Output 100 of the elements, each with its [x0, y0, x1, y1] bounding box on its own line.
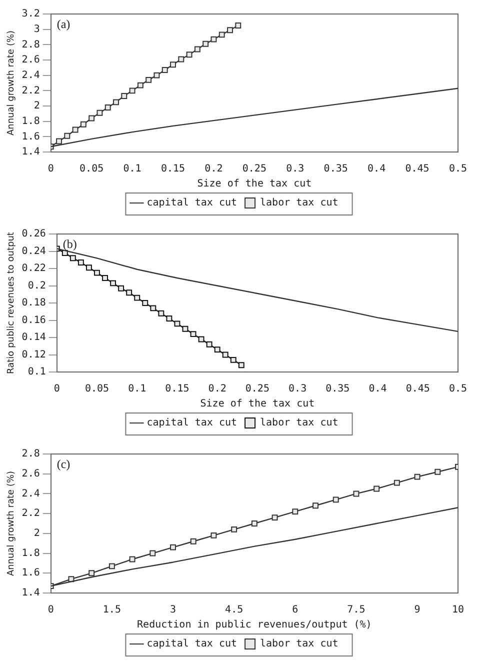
point — [154, 72, 160, 78]
y-tick-label: 2.4 — [22, 70, 40, 81]
legend-label: labor tax cut — [260, 198, 338, 209]
point — [251, 520, 258, 526]
point — [214, 346, 220, 353]
x-axis-title: Size of the tax cut — [200, 398, 315, 410]
point — [129, 556, 136, 562]
point — [186, 52, 192, 58]
point — [170, 62, 176, 68]
legend-label: capital tax cut — [146, 638, 238, 650]
y-tick-label: 1.4 — [22, 588, 40, 599]
point — [162, 66, 168, 73]
x-tick-label: 0.2 — [204, 164, 223, 175]
legend-label: capital tax cut — [146, 418, 238, 429]
point — [166, 316, 172, 322]
x-tick-label: 0.4 — [368, 384, 387, 395]
x-tick-label: 0.05 — [80, 164, 104, 175]
y-tick-label: 2.2 — [22, 85, 40, 96]
point — [134, 294, 140, 301]
x-tick-label: 0.05 — [84, 384, 110, 395]
point — [190, 538, 196, 544]
point — [113, 99, 119, 106]
x-tick-label: 9 — [414, 604, 420, 616]
point — [210, 36, 217, 42]
x-tick-label: 0.25 — [245, 384, 270, 395]
y-tick-label: 3 — [34, 24, 40, 35]
point — [235, 22, 242, 28]
legend-label: labor tax cut — [260, 638, 338, 650]
x-tick-label: 0 — [48, 164, 54, 175]
point — [198, 336, 204, 342]
point — [158, 310, 164, 316]
y-tick-label: 1.8 — [22, 548, 40, 559]
point — [104, 104, 111, 111]
point — [394, 480, 400, 486]
x-tick-label: 0.1 — [128, 384, 146, 395]
point — [64, 132, 70, 139]
y-tick-label: 2.8 — [22, 39, 40, 50]
x-tick-label: 4.5 — [225, 604, 244, 616]
y-tick-label: 2.6 — [22, 54, 40, 66]
legend-label: labor tax cut — [260, 418, 338, 429]
x-tick-label: 3 — [170, 604, 176, 616]
point — [272, 514, 278, 521]
y-tick-label: 1.6 — [22, 131, 40, 142]
point — [150, 550, 156, 556]
y-tick-label: 2.2 — [22, 508, 40, 520]
y-tick-label: 2.4 — [22, 488, 40, 500]
point — [102, 275, 108, 281]
point — [86, 264, 92, 271]
x-tick-label: 0.3 — [288, 384, 307, 395]
x-tick-label: 7.5 — [347, 604, 366, 616]
x-axis-title: Size of the tax cut — [197, 178, 312, 190]
point — [80, 121, 86, 128]
point — [210, 532, 217, 538]
point — [72, 126, 78, 133]
point — [434, 468, 441, 475]
y-tick-label: 0.16 — [22, 314, 46, 326]
x-tick-label: 0 — [48, 604, 54, 616]
y-axis-title: Annual growth rate (%) — [6, 470, 17, 576]
x-tick-label: 0.1 — [123, 164, 142, 175]
y-tick-label: 0.1 — [28, 366, 46, 378]
point — [312, 502, 318, 509]
x-tick-label: 0.25 — [242, 164, 266, 175]
x-tick-label: 0.5 — [448, 384, 468, 395]
point — [108, 563, 115, 570]
point — [182, 326, 188, 332]
x-axis-title: Reduction in public revenues/output (%) — [137, 620, 372, 631]
point — [202, 40, 209, 47]
x-tick-label: 0.15 — [165, 384, 190, 395]
legend-label: capital tax cut — [146, 198, 238, 209]
y-tick-label: 0.22 — [22, 263, 46, 274]
y-tick-label: 2 — [34, 100, 40, 112]
y-tick-label: 0.12 — [22, 349, 46, 360]
x-tick-label: 0.45 — [405, 164, 430, 175]
point — [231, 526, 238, 532]
x-tick-label: 0.15 — [160, 164, 186, 175]
y-tick-label: 0.2 — [28, 280, 46, 292]
y-tick-label: 0.18 — [22, 298, 46, 309]
y-tick-label: 0.24 — [22, 246, 46, 257]
y-axis-title: Annual growth rate (%) — [6, 30, 17, 136]
point — [178, 56, 184, 62]
x-tick-label: 1.5 — [102, 604, 121, 616]
y-axis-title: Ratio public revenues to output — [6, 232, 17, 374]
x-tick-label: 0.35 — [326, 384, 350, 395]
point — [56, 138, 62, 144]
point — [150, 305, 156, 312]
y-tick-label: 0.14 — [22, 332, 46, 344]
y-tick-label: 1.6 — [22, 568, 40, 579]
point — [230, 356, 236, 363]
y-tick-label: 2 — [34, 528, 40, 540]
y-tick-label: 1.4 — [22, 146, 40, 158]
x-tick-label: 0.5 — [448, 164, 468, 175]
x-tick-label: 0 — [54, 384, 60, 395]
point — [238, 362, 244, 368]
point — [170, 544, 176, 550]
point — [194, 46, 200, 52]
annotation: (c) — [56, 457, 70, 472]
x-tick-label: 0.3 — [286, 164, 304, 175]
point — [129, 88, 136, 94]
point — [78, 259, 84, 266]
y-tick-label: 0.26 — [22, 228, 46, 240]
